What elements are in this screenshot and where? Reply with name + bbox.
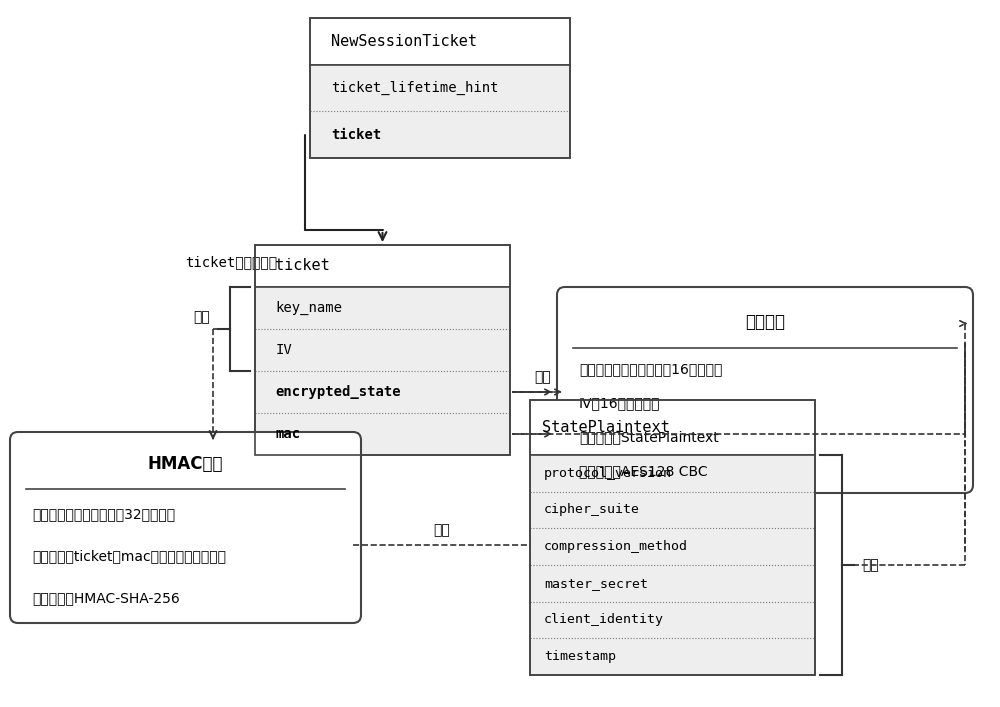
Text: 加密算法：AES128 CBC: 加密算法：AES128 CBC bbox=[579, 464, 708, 479]
Text: 密文: 密文 bbox=[534, 370, 551, 384]
Text: encrypted_state: encrypted_state bbox=[275, 385, 401, 399]
Text: master_secret: master_secret bbox=[544, 577, 648, 590]
Bar bbox=[255, 287, 510, 455]
Text: StatePlaintext: StatePlaintext bbox=[542, 420, 670, 435]
Text: 密钒：存储在服务器上的16字节数据: 密钒：存储在服务器上的16字节数据 bbox=[579, 362, 722, 375]
Bar bbox=[310, 64, 570, 158]
Text: 加密算法：HMAC-SHA-256: 加密算法：HMAC-SHA-256 bbox=[32, 591, 180, 605]
Bar bbox=[255, 245, 510, 455]
Text: IV: IV bbox=[275, 343, 292, 357]
Bar bbox=[310, 18, 570, 64]
Bar bbox=[530, 400, 815, 675]
Bar bbox=[530, 400, 815, 455]
Text: compression_method: compression_method bbox=[544, 540, 688, 553]
Text: 密文: 密文 bbox=[433, 523, 450, 537]
Text: protocol_version: protocol_version bbox=[544, 467, 672, 480]
Bar bbox=[255, 245, 510, 287]
Text: ticket: ticket bbox=[331, 128, 381, 141]
Text: 对称加密: 对称加密 bbox=[745, 312, 785, 331]
Text: 明文数据：ticket中mac成员之前的所有数据: 明文数据：ticket中mac成员之前的所有数据 bbox=[32, 549, 226, 563]
Text: client_identity: client_identity bbox=[544, 614, 664, 626]
Bar bbox=[530, 455, 815, 675]
Text: 明文: 明文 bbox=[193, 310, 210, 324]
Text: ticket: ticket bbox=[275, 259, 330, 274]
Text: mac: mac bbox=[275, 427, 301, 441]
Text: ticket_lifetime_hint: ticket_lifetime_hint bbox=[331, 81, 498, 95]
Text: NewSessionTicket: NewSessionTicket bbox=[331, 34, 477, 49]
Text: HMAC计算: HMAC计算 bbox=[148, 455, 223, 474]
Bar bbox=[310, 18, 570, 158]
Text: timestamp: timestamp bbox=[544, 650, 616, 663]
Text: 明文数据：StatePlaintext: 明文数据：StatePlaintext bbox=[579, 430, 719, 444]
Text: cipher_suite: cipher_suite bbox=[544, 503, 640, 517]
FancyBboxPatch shape bbox=[10, 432, 361, 623]
Text: 密钒：存储在服务器上的32字节数据: 密钒：存储在服务器上的32字节数据 bbox=[32, 507, 175, 521]
Text: ticket的数据结构: ticket的数据结构 bbox=[185, 255, 277, 269]
Text: 明文: 明文 bbox=[862, 558, 879, 572]
Text: IV：16字节随机数: IV：16字节随机数 bbox=[579, 396, 660, 410]
Text: key_name: key_name bbox=[275, 301, 342, 315]
FancyBboxPatch shape bbox=[557, 287, 973, 493]
